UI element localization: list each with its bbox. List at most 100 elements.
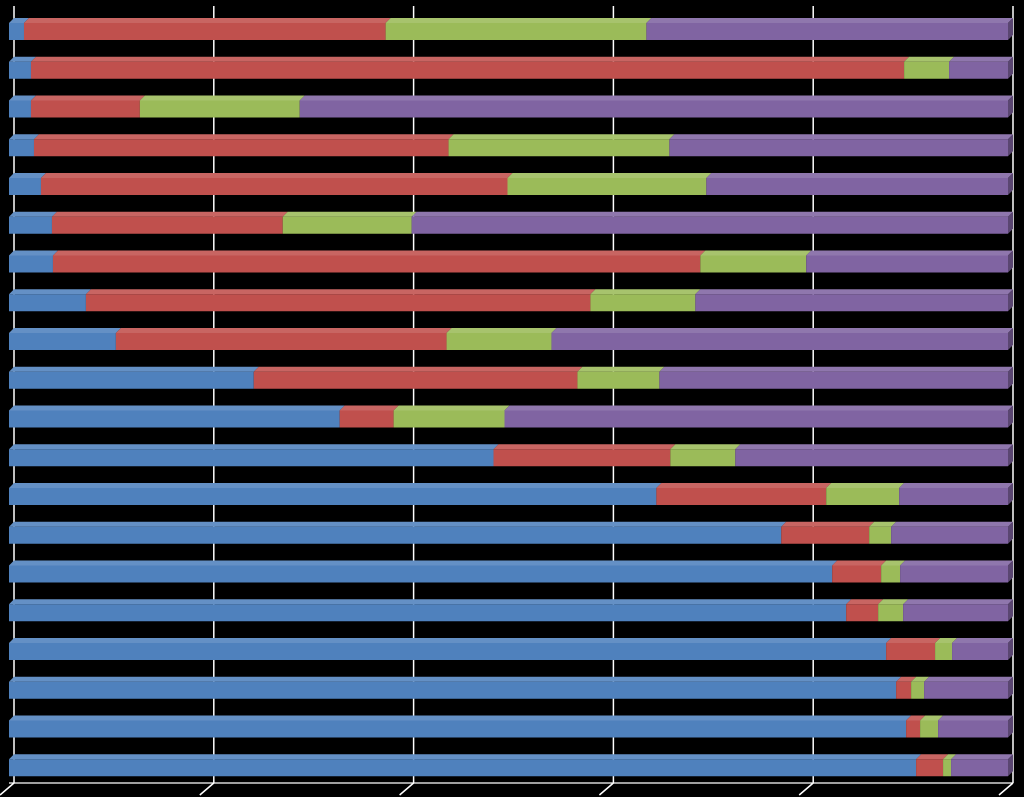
- bar-segment-top: [52, 250, 706, 256]
- bar-segment-side: [1008, 676, 1013, 699]
- bar-segment: [924, 681, 1008, 699]
- bar-segment-side: [1008, 18, 1013, 40]
- bar-segment-top: [9, 676, 902, 682]
- bar-segment-top: [590, 289, 701, 295]
- bar-segment-top: [899, 483, 1013, 488]
- bar-segment: [911, 681, 925, 699]
- bar-segment-side: [1008, 289, 1013, 312]
- bar-segment-top: [869, 521, 897, 527]
- bar-segment: [9, 681, 897, 699]
- bar-segment-top: [943, 754, 957, 760]
- bar-segment: [339, 410, 394, 428]
- bar-segment-top: [904, 56, 955, 62]
- bar-segment-side: [1008, 444, 1013, 467]
- bar-segment: [935, 643, 953, 660]
- bar-segment-top: [670, 444, 741, 450]
- bar-segment-top: [935, 638, 958, 643]
- bar-segment-top: [9, 638, 892, 643]
- bar-segment-top: [952, 638, 1013, 643]
- bar-segment: [9, 720, 907, 738]
- bar-segment: [9, 371, 254, 389]
- bar-segment-top: [938, 715, 1013, 721]
- bar-segment-top: [920, 715, 944, 721]
- bar-segment-top: [577, 366, 665, 372]
- bar-segment: [9, 294, 86, 312]
- bar-segment: [896, 681, 912, 699]
- bar-segment: [646, 23, 1008, 40]
- bar-segment-top: [900, 560, 1013, 566]
- bar-segment: [904, 61, 950, 79]
- bar-segment-top: [9, 134, 39, 140]
- bar-segment-side: [1008, 173, 1013, 195]
- x-gridline-foot: [199, 782, 215, 796]
- bar-segment: [493, 449, 671, 467]
- bar-segment: [52, 255, 701, 273]
- bar-segment: [30, 61, 905, 79]
- bar-segment-side: [1008, 134, 1013, 157]
- x-gridline-foot: [0, 782, 15, 796]
- bar-segment: [706, 178, 1008, 195]
- bar-segment: [411, 216, 1008, 234]
- bar-segment-top: [393, 405, 510, 411]
- bar-segment: [9, 565, 833, 583]
- bar-segment-side: [1008, 95, 1013, 118]
- bar-segment-top: [9, 18, 29, 23]
- bar-segment: [9, 216, 52, 234]
- bar-segment: [806, 255, 1008, 273]
- bar-segment: [253, 371, 578, 389]
- bar-segment-top: [9, 560, 838, 566]
- bar-segment-top: [846, 599, 884, 605]
- bar-segment-top: [23, 18, 391, 23]
- bar-segment: [916, 759, 944, 777]
- bar-segment-side: [1008, 599, 1013, 622]
- bar-segment-top: [507, 173, 712, 178]
- bar-segment: [781, 526, 870, 544]
- bar-segment: [51, 216, 283, 234]
- bar-segment-top: [951, 754, 1013, 760]
- bar-segment-top: [735, 444, 1013, 450]
- bar-segment-top: [896, 676, 917, 682]
- bar-segment: [139, 100, 300, 118]
- x-gridline-foot: [399, 782, 415, 796]
- bar-segment-top: [9, 250, 58, 256]
- bar-segment-top: [949, 56, 1013, 62]
- bar-segment-top: [9, 521, 787, 527]
- bar-segment-top: [85, 289, 596, 295]
- bar-segment: [9, 139, 34, 157]
- bar-segment: [826, 488, 900, 505]
- bar-segment-top: [504, 405, 1013, 411]
- bar-segment: [551, 333, 1008, 350]
- bar-segment-top: [891, 521, 1013, 527]
- bar-segment: [659, 371, 1008, 389]
- bar-segment-side: [1008, 250, 1013, 273]
- bar-segment: [878, 604, 904, 622]
- bar-segment: [951, 759, 1008, 777]
- bar-segment: [590, 294, 696, 312]
- bar-segment: [282, 216, 412, 234]
- bar-segment-side: [1008, 754, 1013, 777]
- bar-segment-top: [832, 560, 887, 566]
- bar-segment-top: [446, 328, 557, 333]
- bar-segment-top: [826, 483, 905, 488]
- bar-segment: [903, 604, 1008, 622]
- bar-segment-top: [700, 250, 812, 256]
- bar-segment: [943, 759, 952, 777]
- bar-segment: [385, 23, 647, 40]
- bar-segment: [670, 449, 736, 467]
- x-gridline-foot: [998, 782, 1014, 796]
- bar-segment: [869, 526, 892, 544]
- bar-segment: [577, 371, 660, 389]
- bar-segment: [9, 61, 31, 79]
- bar-segment: [9, 449, 494, 467]
- bar-segment: [393, 410, 505, 428]
- bar-segment-top: [448, 134, 675, 140]
- bar-segment: [23, 23, 386, 40]
- bar-segment-side: [1008, 366, 1013, 389]
- bar-segment-side: [1008, 521, 1013, 544]
- bar-segment-top: [33, 134, 454, 140]
- bar-segment: [9, 759, 917, 777]
- bar-segment-side: [1008, 638, 1013, 660]
- bar-segment-top: [916, 754, 949, 760]
- bar-segment: [906, 720, 921, 738]
